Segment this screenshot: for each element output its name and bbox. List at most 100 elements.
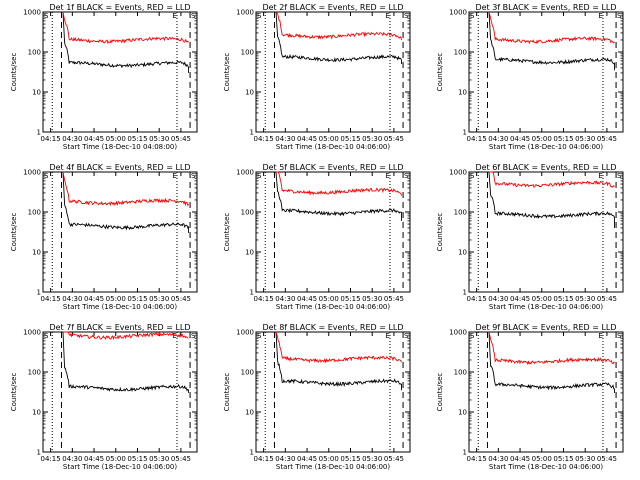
x-tick-label: 04:45 (510, 455, 530, 463)
x-tick-label: 04:45 (84, 135, 104, 143)
x-tick-label: 05:15 (340, 455, 360, 463)
x-axis-label: Start Time (18-Dec-10 04:06:00) (489, 463, 603, 471)
plot-frame (42, 331, 198, 453)
y-tick-label: 100 (241, 209, 254, 217)
x-axis-label: Start Time (18-Dec-10 04:08:00) (63, 143, 177, 151)
panel-title: Det 3f BLACK = Events, RED = LLD (475, 3, 616, 12)
x-tick-label: 04:15 (254, 455, 274, 463)
panel-det-9f: Det 9f BLACK = Events, RED = LLD 1 10 100 10… (436, 323, 624, 471)
x-tick-label: 04:30 (488, 135, 508, 143)
x-tick-label: 04:45 (297, 135, 317, 143)
y-tick-label: 1000 (236, 9, 254, 17)
x-tick-label: 04:15 (467, 135, 487, 143)
y-tick-label: 1000 (236, 329, 254, 337)
flag-start-next: S (191, 12, 196, 20)
x-tick-label: 05:00 (106, 135, 126, 143)
events-series-line (62, 171, 189, 233)
x-tick-label: 04:45 (84, 455, 104, 463)
x-tick-label: 04:45 (297, 295, 317, 303)
panel-det-7f: Det 7f BLACK = Events, RED = LLD 1 10 100 10… (10, 323, 198, 471)
lld-series-line (488, 11, 615, 45)
plot-frame (42, 11, 198, 133)
x-tick-label: 05:00 (532, 455, 552, 463)
x-tick-label: 05:30 (575, 455, 595, 463)
y-tick-label: 1 (37, 289, 41, 297)
flag-start-next: S (191, 332, 196, 340)
events-series-line (275, 11, 402, 64)
panel-title: Det 4f BLACK = Events, RED = LLD (49, 163, 190, 172)
panel-title: Det 7f BLACK = Events, RED = LLD (49, 323, 190, 332)
events-series-line (488, 11, 615, 71)
x-tick-label: 05:30 (149, 135, 169, 143)
x-tick-label: 05:00 (106, 295, 126, 303)
flag-start-next: S (404, 12, 409, 20)
x-axis-label: Start Time (18-Dec-10 04:06:00) (276, 463, 390, 471)
lld-series-line (62, 171, 189, 207)
panel-title: Det 6f BLACK = Events, RED = LLD (475, 163, 616, 172)
x-tick-label: 05:15 (340, 135, 360, 143)
flag-end: E (385, 12, 389, 20)
y-tick-label: 1000 (236, 169, 254, 177)
x-tick-label: 05:00 (319, 135, 339, 143)
flag-start-next: S (191, 172, 196, 180)
x-tick-label: 05:30 (149, 455, 169, 463)
events-series-line (275, 171, 402, 221)
x-tick-label: 04:30 (275, 455, 295, 463)
x-tick-label: 04:15 (254, 135, 274, 143)
panel-det-3f: Det 3f BLACK = Events, RED = LLD 1 10 100 10… (436, 3, 624, 151)
y-axis-label: Counts/sec (223, 373, 231, 412)
x-tick-label: 04:30 (62, 135, 82, 143)
x-tick-label: 05:15 (553, 455, 573, 463)
y-tick-label: 10 (458, 89, 467, 97)
y-tick-label: 10 (245, 409, 254, 417)
flag-end: E (172, 332, 176, 340)
flag-start: S (44, 12, 49, 20)
y-tick-label: 1 (463, 129, 467, 137)
x-tick-label: 04:15 (467, 295, 487, 303)
x-tick-label: 04:30 (62, 295, 82, 303)
x-tick-label: 05:30 (362, 455, 382, 463)
y-tick-label: 1 (250, 129, 254, 137)
flag-start: S (44, 332, 49, 340)
y-axis-label: Counts/sec (10, 213, 18, 252)
lld-series-line (62, 11, 189, 45)
flag-end: E (172, 12, 176, 20)
y-axis-label: Counts/sec (223, 213, 231, 252)
panel-det-4f: Det 4f BLACK = Events, RED = LLD 1 10 100 10… (10, 163, 198, 311)
x-tick-label: 05:45 (384, 135, 404, 143)
y-tick-label: 10 (32, 89, 41, 97)
flag-start: S (257, 172, 262, 180)
x-axis-label: Start Time (18-Dec-10 04:06:00) (489, 143, 603, 151)
flag-start-next: S (404, 332, 409, 340)
y-tick-label: 1 (250, 289, 254, 297)
x-tick-label: 04:30 (275, 295, 295, 303)
panel-det-6f: Det 6f BLACK = Events, RED = LLD 1 10 100 10… (436, 163, 624, 311)
panel-det-5f: Det 5f BLACK = Events, RED = LLD 1 10 100 10… (223, 163, 411, 311)
x-tick-label: 05:15 (127, 135, 147, 143)
lld-series-line (489, 171, 615, 188)
events-series-line (488, 171, 615, 228)
panel-det-8f: Det 8f BLACK = Events, RED = LLD 1 10 100 10… (223, 323, 411, 471)
y-tick-label: 100 (454, 369, 467, 377)
lld-series-line (488, 331, 615, 366)
x-tick-label: 05:00 (319, 295, 339, 303)
x-tick-label: 05:00 (532, 295, 552, 303)
y-tick-label: 100 (241, 49, 254, 57)
x-tick-label: 05:45 (597, 455, 617, 463)
flag-start-next: S (617, 12, 622, 20)
y-axis-label: Counts/sec (223, 53, 231, 92)
flag-start: S (257, 12, 262, 20)
panel-title: Det 5f BLACK = Events, RED = LLD (262, 163, 403, 172)
lld-series-line (275, 331, 402, 364)
lld-series-line (275, 11, 402, 41)
y-tick-label: 10 (32, 409, 41, 417)
x-axis-label: Start Time (18-Dec-10 04:06:00) (63, 303, 177, 311)
x-axis-label: Start Time (18-Dec-10 04:06:00) (276, 143, 390, 151)
y-tick-label: 1 (37, 129, 41, 137)
x-tick-label: 05:30 (575, 295, 595, 303)
x-tick-label: 05:30 (575, 135, 595, 143)
lld-series-line (276, 171, 402, 196)
x-tick-label: 05:45 (171, 295, 191, 303)
y-tick-label: 10 (458, 409, 467, 417)
y-tick-label: 10 (458, 249, 467, 257)
